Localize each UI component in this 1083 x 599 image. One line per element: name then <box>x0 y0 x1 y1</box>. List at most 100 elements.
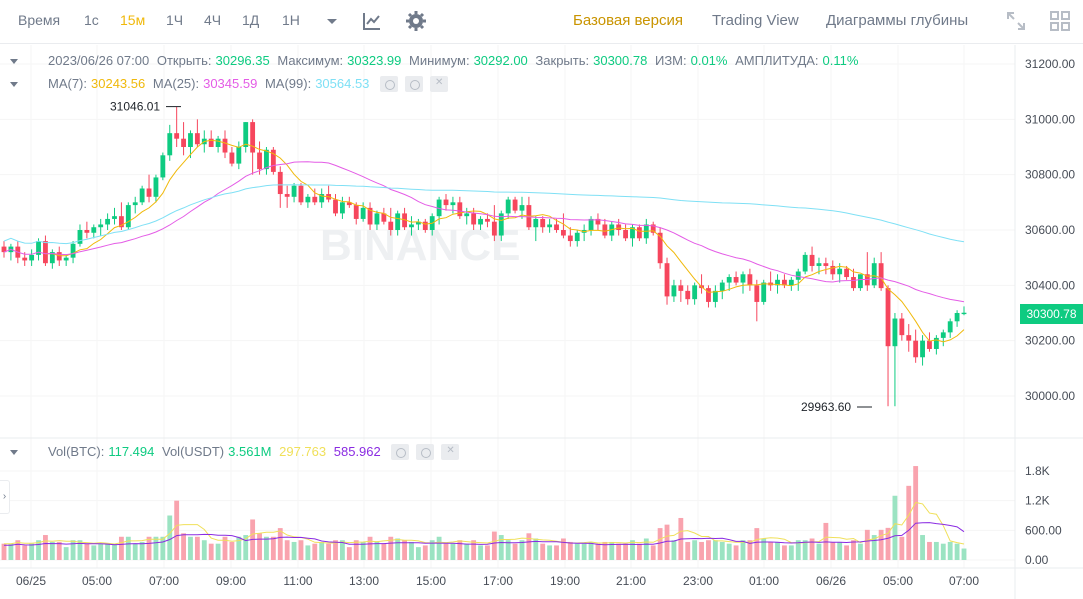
open-label: Открыть: <box>156 53 212 68</box>
candle-body <box>844 268 850 278</box>
candle-body <box>706 288 711 302</box>
ma-visibility-button[interactable] <box>380 75 399 92</box>
candle-body <box>947 321 953 333</box>
candle-body <box>312 196 318 203</box>
time-axis-label: 05:00 <box>82 574 112 588</box>
collapse-ma-toggle[interactable] <box>10 82 18 87</box>
volume-bar <box>650 545 656 560</box>
volume-bar <box>581 543 587 560</box>
candle-body <box>754 285 760 302</box>
vol-settings-button[interactable] <box>416 443 435 460</box>
candle-body <box>229 152 235 164</box>
expand-icon[interactable] <box>1004 9 1028 33</box>
collapse-vol-toggle[interactable] <box>10 450 18 455</box>
volume-bar <box>1 543 7 560</box>
volume-bar <box>360 541 366 560</box>
volume-bar <box>167 515 173 560</box>
candle-body <box>719 282 725 291</box>
volume-bar <box>540 543 546 560</box>
volume-bar <box>464 543 470 560</box>
volume-bar <box>885 527 891 560</box>
volume-bar <box>567 541 573 560</box>
ma25-value: 30345.59 <box>203 76 258 91</box>
candle-body <box>954 313 960 322</box>
vol-legend: Vol(BTC): 117.494 Vol(USDT) 3.561M 297.763… <box>48 443 463 461</box>
volume-bar <box>291 541 297 560</box>
volume-bar <box>429 540 435 560</box>
candle-body <box>422 221 428 230</box>
time-axis-label: 19:00 <box>550 574 580 588</box>
candle-body <box>899 318 905 336</box>
candle-body <box>236 147 242 164</box>
low-value: 30292.00 <box>473 53 528 68</box>
volume-bar <box>422 545 428 560</box>
chart-grid <box>0 45 1015 568</box>
side-panel-handle[interactable]: › <box>0 480 10 514</box>
interval-1d[interactable]: 1Д <box>242 12 260 28</box>
volume-bar <box>367 536 373 560</box>
max-marker-label: 31046.01 <box>110 100 160 114</box>
volume-bar <box>29 543 35 560</box>
candle-body <box>132 202 138 206</box>
candle-body <box>588 218 594 230</box>
chevron-down-icon[interactable] <box>320 9 344 33</box>
candle-body <box>257 152 262 170</box>
vol-visibility-button[interactable] <box>391 443 410 460</box>
gear-icon[interactable] <box>404 9 428 33</box>
interval-15m[interactable]: 15м <box>120 12 146 28</box>
candle-body <box>540 218 546 228</box>
candle-body <box>305 196 311 203</box>
interval-1h[interactable]: 1Ч <box>166 12 184 28</box>
volume-bar <box>415 547 421 560</box>
change-value: 0.01% <box>690 53 728 68</box>
ma7-label: MA(7): <box>48 76 87 91</box>
candle-body <box>636 227 642 239</box>
view-basic[interactable]: Базовая версия <box>573 12 683 29</box>
vol-btc-value: 117.494 <box>108 444 155 459</box>
time-axis-label: 01:00 <box>749 574 779 588</box>
volume-bar <box>215 543 221 560</box>
candle-body <box>436 199 442 217</box>
collapse-ohlc-toggle[interactable] <box>10 59 18 64</box>
vol-ma2-value: 585.962 <box>333 444 381 459</box>
candle-body <box>84 230 90 233</box>
volume-bar <box>961 548 967 560</box>
interval-4h[interactable]: 4Ч <box>204 12 222 28</box>
candle-body <box>36 241 41 255</box>
ohlc-date: 2023/06/26 07:00 <box>48 53 150 68</box>
ma-legend: MA(7): 30243.56 MA(25): 30345.59 MA(99): 30… <box>48 75 452 93</box>
candle-body <box>139 188 145 203</box>
grid-layout-icon[interactable] <box>1048 9 1072 33</box>
vol-btc-label: Vol(BTC): <box>48 444 105 459</box>
time-axis-label: 17:00 <box>483 574 513 588</box>
ma-close-button[interactable] <box>430 75 449 92</box>
volume-bar <box>208 543 214 560</box>
interval-1s[interactable]: 1с <box>84 12 99 28</box>
volume-bar <box>802 540 808 560</box>
candle-body <box>264 149 269 170</box>
volume-bar <box>374 541 380 560</box>
view-tradingview[interactable]: Trading View <box>712 12 799 29</box>
candle-body <box>388 221 394 230</box>
volume-bar <box>381 543 387 560</box>
chart-axes: 31200.00 31000.00 30800.00 30600.00 30400.00… <box>0 45 1083 599</box>
candle-body <box>243 122 249 147</box>
interval-1w[interactable]: 1Н <box>282 12 300 28</box>
indicators-icon[interactable] <box>360 9 384 33</box>
price-chart[interactable]: BINANCE 31200.00 31000.00 30800.00 30600.00… <box>0 45 1083 599</box>
volume-bar <box>595 543 601 560</box>
volume-bar <box>264 536 269 560</box>
candle-body <box>478 218 483 225</box>
candle-body <box>851 277 856 289</box>
volume-bar <box>43 535 48 560</box>
candle-body <box>533 218 539 228</box>
vol-close-button[interactable] <box>441 443 460 460</box>
volume-bar <box>505 540 511 560</box>
volume-bar <box>657 528 663 560</box>
view-depth[interactable]: Диаграммы глубины <box>826 12 969 29</box>
ma-settings-button[interactable] <box>405 75 424 92</box>
candle-body <box>823 263 829 266</box>
volume-bar <box>782 545 787 560</box>
volume-bar <box>312 543 318 560</box>
volume-bar <box>630 540 635 560</box>
